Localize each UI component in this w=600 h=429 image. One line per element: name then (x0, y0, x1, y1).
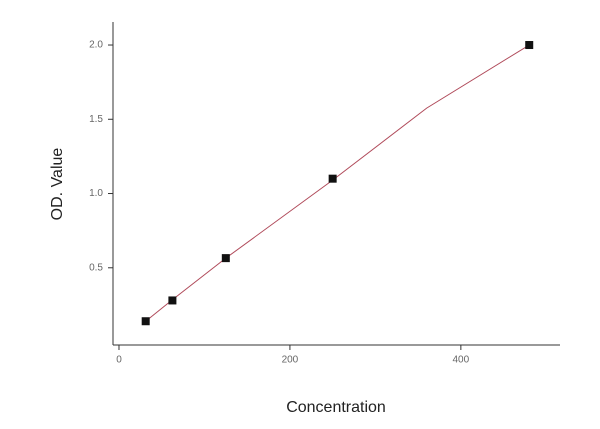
x-axis-label: Concentration (286, 399, 386, 416)
x-tick-label: 200 (282, 355, 299, 366)
data-point (525, 41, 534, 50)
x-tick-label: 0 (116, 355, 122, 366)
y-tick-label: 1.0 (89, 188, 103, 199)
fit-line (145, 44, 530, 322)
y-tick-label: 2.0 (89, 40, 103, 51)
data-point (168, 296, 177, 305)
y-tick-label: 0.5 (89, 262, 103, 273)
y-axis-label: OD. Value (49, 148, 66, 221)
data-point (328, 174, 337, 183)
x-tick-label: 400 (453, 355, 470, 366)
data-point (141, 317, 150, 326)
data-point (221, 254, 230, 263)
y-tick-label: 1.5 (89, 114, 103, 125)
